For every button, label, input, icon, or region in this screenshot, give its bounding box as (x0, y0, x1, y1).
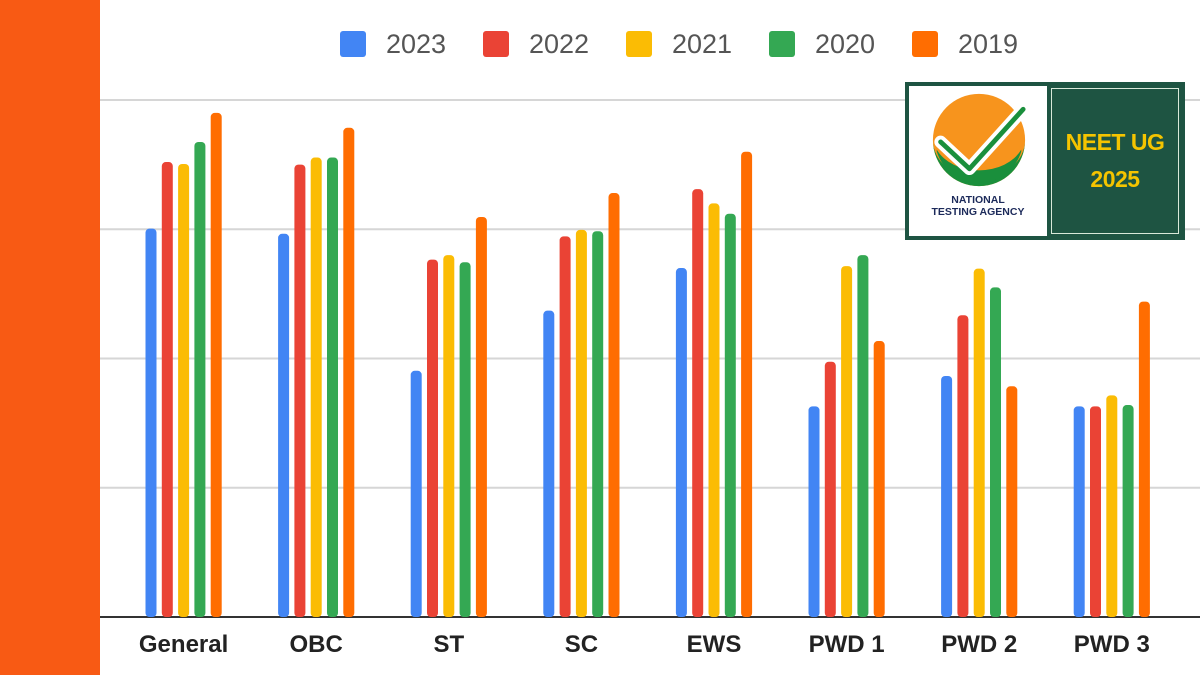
bar-pwd-1-2022 (824, 361, 836, 617)
decorative-side-band (0, 0, 100, 675)
x-axis-labels: General OBC ST SC EWS PWD 1 PWD 2 PWD 3 (139, 631, 1150, 658)
neet-title: NEET UG 2025 (1066, 124, 1165, 198)
bar-pwd-2-2020 (990, 287, 1001, 617)
bar-general-2023 (145, 228, 157, 617)
legend-label: 2020 (815, 29, 875, 59)
neet-title-panel: NEET UG 2025 (1051, 88, 1179, 234)
legend-swatch-2020 (769, 31, 795, 57)
nta-logo-icon (932, 93, 1027, 187)
bar-pwd-1-2020 (857, 255, 869, 617)
x-tick-label: SC (565, 631, 598, 658)
bar-pwd-2-2023 (941, 375, 953, 617)
bar-obc-2020 (327, 157, 338, 618)
legend-label: 2019 (958, 29, 1018, 59)
bar-pwd-3-2019 (1138, 301, 1150, 617)
bar-sc-2021 (575, 229, 587, 618)
bar-pwd-2-2019 (1006, 386, 1018, 617)
legend-swatch-2022 (483, 31, 509, 57)
bar-st-2019 (475, 216, 487, 617)
bar-st-2021 (443, 255, 455, 617)
neet-title-line1: NEET UG (1065, 129, 1165, 155)
x-tick-label: General (139, 631, 228, 658)
bar-pwd-3-2020 (1122, 405, 1134, 617)
agency-name-line2: TESTING AGENCY (931, 206, 1025, 218)
bar-st-2020 (459, 262, 471, 617)
bar-obc-2022 (294, 164, 306, 617)
bar-pwd-3-2021 (1106, 395, 1118, 617)
bar-obc-2019 (343, 127, 355, 617)
bar-pwd-1-2021 (841, 266, 853, 617)
bars (145, 112, 1150, 618)
bar-pwd-1-2019 (873, 341, 885, 617)
bar-general-2019 (210, 112, 222, 618)
x-tick-label: PWD 2 (941, 631, 1017, 658)
bar-pwd-2-2021 (973, 268, 985, 617)
x-tick-label: OBC (290, 631, 343, 658)
x-tick-label: EWS (687, 631, 742, 658)
x-tick-label: PWD 1 (809, 631, 885, 658)
nta-logo-panel: NATIONAL TESTING AGENCY (907, 84, 1049, 238)
bar-st-2022 (427, 259, 438, 617)
x-tick-label: PWD 3 (1074, 631, 1150, 658)
nta-neet-badge: NATIONAL TESTING AGENCY NEET UG 2025 (905, 82, 1185, 240)
bar-ews-2022 (692, 189, 704, 617)
legend-label: 2021 (672, 29, 732, 59)
agency-name: NATIONAL TESTING AGENCY (909, 194, 1047, 218)
bar-general-2021 (178, 163, 190, 617)
bar-pwd-2-2022 (957, 315, 969, 617)
bar-pwd-3-2022 (1090, 406, 1101, 617)
bar-sc-2023 (543, 310, 555, 617)
legend-swatch-2019 (912, 31, 938, 57)
bar-ews-2021 (708, 203, 720, 617)
legend: 2023 2022 2021 2020 2019 (340, 29, 1018, 59)
agency-name-line1: NATIONAL (951, 194, 1005, 206)
bar-ews-2020 (724, 213, 736, 618)
bar-pwd-1-2023 (808, 406, 820, 617)
bar-pwd-3-2023 (1073, 406, 1085, 617)
bar-general-2022 (161, 162, 173, 618)
x-tick-label: ST (433, 631, 464, 658)
bar-obc-2021 (310, 157, 322, 618)
legend-swatch-2021 (626, 31, 652, 57)
bar-sc-2019 (608, 193, 620, 617)
bar-ews-2019 (741, 151, 753, 617)
legend-swatch-2023 (340, 31, 366, 57)
bar-ews-2023 (675, 268, 687, 617)
bar-obc-2023 (278, 233, 290, 617)
bar-sc-2022 (559, 236, 571, 617)
bar-st-2023 (410, 370, 422, 617)
bar-sc-2020 (592, 231, 604, 617)
legend-label: 2023 (386, 29, 446, 59)
bar-chart: 2023 2022 2021 2020 2019 General OBC ST SC EWS PW… (100, 29, 1200, 658)
bar-general-2020 (194, 142, 206, 617)
legend-label: 2022 (529, 29, 589, 59)
neet-title-line2: 2025 (1090, 166, 1140, 192)
